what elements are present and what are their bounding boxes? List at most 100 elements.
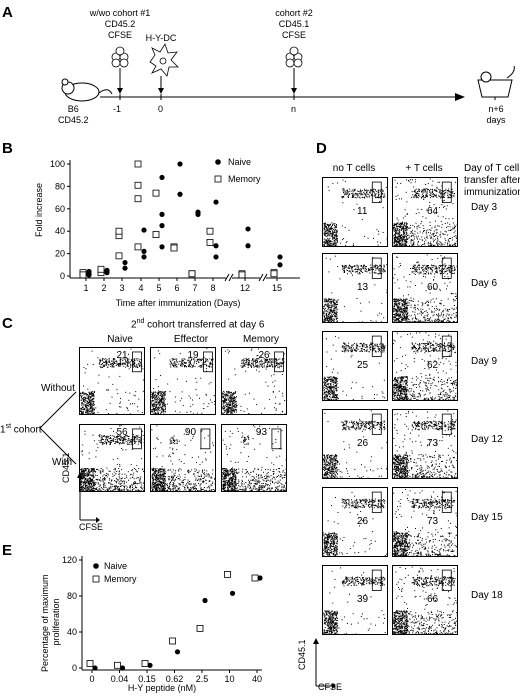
d-day-label: Day 12 <box>471 434 503 445</box>
e-memory-point <box>142 661 148 667</box>
facs-dot-group <box>151 425 215 491</box>
c-facs-plot: 90 <box>150 424 216 492</box>
facs-dot-group <box>393 489 457 556</box>
gate-percentage: 90 <box>185 427 196 438</box>
facs-dots <box>151 425 215 491</box>
d-facs-no-t: 39 <box>322 565 388 635</box>
gate-box <box>272 429 281 449</box>
e-xlabel: H-Y peptide (nM) <box>128 683 196 693</box>
b-memory-point <box>135 161 141 167</box>
gate-box <box>274 352 283 372</box>
b-naive-point <box>122 260 127 265</box>
b-naive-point <box>213 254 218 259</box>
b-xtick-label: 7 <box>192 283 197 293</box>
e-ytick-label: 80 <box>67 591 77 601</box>
c-axis-arrows <box>70 470 100 530</box>
b-memory-point <box>207 228 213 234</box>
b-naive-point <box>141 254 146 259</box>
b-naive-point <box>195 212 200 217</box>
d-axis-x: CFSE <box>318 682 342 692</box>
gate-box <box>201 429 210 449</box>
legend-memory-label: Memory <box>228 174 261 184</box>
b-memory-point <box>271 271 277 277</box>
b-naive-point <box>159 175 164 180</box>
tick-label-n: n <box>291 104 296 114</box>
c-col-naive: Naive <box>87 334 153 345</box>
facs-dots <box>222 348 286 414</box>
d-facs-plus-t: 73 <box>392 487 458 557</box>
facs-dot-group <box>323 567 386 634</box>
gate-percentage: 26 <box>357 438 368 449</box>
c-title: 2nd cohort transferred at day 6 <box>131 318 264 330</box>
gate-percentage: 19 <box>187 350 198 361</box>
b-memory-point <box>135 196 141 202</box>
facs-dot-group <box>323 180 387 247</box>
gate-percentage: 21 <box>116 350 127 361</box>
b-naive-point <box>277 254 282 259</box>
b-memory-point <box>153 190 159 196</box>
e-memory-point <box>170 638 176 644</box>
gate-percentage: 66 <box>427 594 438 605</box>
facs-dots <box>393 254 457 322</box>
b-xtick-label: 6 <box>174 283 179 293</box>
facs-dot-group <box>151 348 215 414</box>
c-group-rest: cohort <box>11 424 42 435</box>
b-naive-point <box>277 262 282 267</box>
b-ytick-label: 100 <box>50 159 65 169</box>
e-xtick-label: 2.5 <box>196 674 209 684</box>
b-xtick-label: 15 <box>272 283 282 293</box>
b-xtick-label: 1 <box>83 283 88 293</box>
facs-dot-group <box>393 254 457 322</box>
b-xtick-label: 4 <box>138 283 143 293</box>
c-bracket <box>38 388 78 468</box>
facs-dot-group <box>323 336 386 400</box>
gate-box <box>372 492 381 512</box>
d-facs-no-t: 25 <box>322 331 388 401</box>
b-xtick-label: 3 <box>119 283 124 293</box>
facs-dots <box>80 348 144 414</box>
d-col-no-t: no T cells <box>322 163 386 174</box>
b-xtick-label: 2 <box>101 283 106 293</box>
e-memory-point <box>87 661 93 667</box>
b-memory-point <box>116 253 122 259</box>
b-memory-point <box>135 244 141 250</box>
d-axis-y: CD45.1 <box>297 639 307 670</box>
e-legend-naive-marker <box>93 563 99 569</box>
d-facs-plus-t: 66 <box>392 565 458 635</box>
e-memory-point <box>252 575 258 581</box>
e-ylabel-line1: Percentage of maximum <box>40 574 50 672</box>
e-memory-point <box>197 625 203 631</box>
facs-dots <box>323 488 387 556</box>
facs-dot-group <box>222 348 286 414</box>
d-day-label: Day 3 <box>471 202 497 213</box>
gate-percentage: 73 <box>427 438 438 449</box>
b-naive-point <box>213 199 218 204</box>
e-legend-memory-marker <box>93 576 99 582</box>
gate-box <box>442 414 451 434</box>
b-naive-point <box>177 161 182 166</box>
b-memory-point <box>189 271 195 277</box>
facs-dots <box>323 410 387 478</box>
gate-percentage: 62 <box>427 360 438 371</box>
b-naive-point <box>177 192 182 197</box>
facs-dots <box>323 178 387 246</box>
facs-dot-group <box>393 567 457 634</box>
c-col-effector: Effector <box>158 334 224 345</box>
b-memory-point <box>239 272 245 278</box>
d-facs-no-t: 13 <box>322 253 388 323</box>
c-facs-plot: 21 <box>79 347 145 415</box>
gate-percentage: 13 <box>357 282 368 293</box>
cohort2-label: cohort #2 CD45.1 CFSE <box>262 8 326 41</box>
cells-icon-cohort1 <box>112 47 128 67</box>
e-ylabel-line2: proliferation <box>51 598 61 645</box>
b-naive-point <box>104 268 109 273</box>
d-facs-plus-t: 73 <box>392 409 458 479</box>
facs-dots <box>393 488 457 556</box>
facs-dots <box>222 425 286 491</box>
facs-dots <box>323 332 387 400</box>
d-day-label: Day 6 <box>471 278 497 289</box>
facs-dots <box>393 566 457 634</box>
b-naive-point <box>213 243 218 248</box>
